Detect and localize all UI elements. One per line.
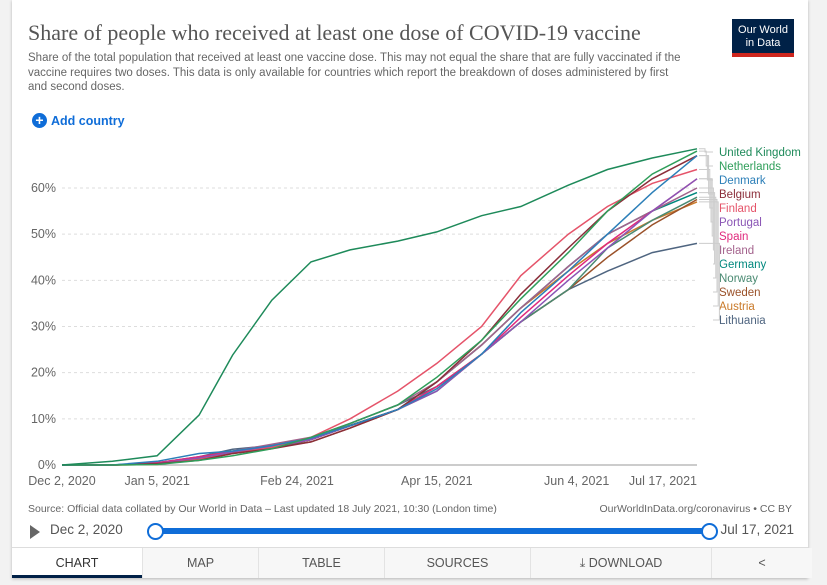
y-tick-label: 50% (31, 227, 56, 241)
legend-connector (699, 192, 716, 265)
play-icon[interactable] (30, 525, 40, 539)
series-line-belgium (62, 155, 698, 466)
series-line-denmark (62, 155, 698, 466)
legend-label: Austria (719, 301, 755, 313)
legend-connector (699, 199, 718, 293)
legend-label: Spain (719, 231, 748, 243)
series-line-germany (62, 191, 698, 466)
y-tick-label: 20% (31, 366, 56, 380)
series-line-ireland (62, 187, 698, 466)
tab-bar: CHART MAP TABLE SOURCES ⤓ DOWNLOAD < (12, 547, 812, 578)
legend-label: Germany (719, 259, 767, 271)
series-line-finland (62, 168, 698, 466)
series-line-portugal (62, 178, 698, 466)
legend-label: Netherlands (719, 161, 781, 173)
series-line-norway (62, 196, 698, 466)
legend-label: Denmark (719, 175, 766, 187)
x-tick-label: Feb 24, 2021 (260, 474, 334, 488)
legend-label: Lithuania (719, 315, 766, 327)
series-line-united-kingdom (61, 148, 698, 466)
timeline-start-label: Dec 2, 2020 (50, 522, 123, 537)
legend-connector (699, 178, 713, 223)
legend-label: Norway (719, 273, 758, 285)
y-tick-label: 10% (31, 412, 56, 426)
add-country-label: Add country (51, 113, 125, 128)
series-line-spain (62, 178, 698, 466)
x-tick-label: Jun 4, 2021 (544, 474, 609, 488)
line-chart: 0% 10% 20% 30% 40% 50% 60% Dec 2, 2020 Jan 5, 20… (28, 147, 801, 488)
download-label: DOWNLOAD (588, 556, 663, 570)
y-tick-label: 0% (38, 458, 56, 472)
chart-title: Share of people who received at least on… (28, 20, 641, 45)
share-icon: < (758, 556, 766, 570)
series-line-austria (62, 201, 698, 466)
legend-connector (699, 148, 713, 153)
legend-connector (699, 150, 713, 167)
legend-label: Belgium (719, 189, 761, 201)
y-tick-label: 30% (31, 320, 56, 334)
legend-label: Finland (719, 203, 757, 215)
tab-sources[interactable]: SOURCES (384, 548, 530, 578)
timeline: Dec 2, 2020 Jul 17, 2021 (28, 520, 794, 542)
legend-label: United Kingdom (719, 147, 801, 159)
tab-map[interactable]: MAP (142, 548, 258, 578)
source-note: Source: Official data collated by Our Wo… (28, 503, 497, 515)
add-country-button[interactable]: + Add country (32, 113, 125, 128)
timeline-slider[interactable] (147, 523, 718, 540)
y-tick-label: 40% (31, 273, 56, 287)
legend-label: Ireland (719, 245, 754, 257)
chart-subtitle: Share of the total population that recei… (28, 52, 681, 93)
legend-connector (699, 201, 719, 307)
legend-label: Portugal (719, 217, 762, 229)
series-line-netherlands (62, 150, 698, 466)
timeline-end-handle[interactable] (701, 523, 718, 540)
x-tick-label: Apr 15, 2021 (401, 474, 473, 488)
tab-chart[interactable]: CHART (12, 548, 142, 578)
legend-connector (699, 187, 714, 251)
x-tick-label: Dec 2, 2020 (28, 474, 95, 488)
legend-connector (699, 178, 713, 237)
tab-download[interactable]: ⤓ DOWNLOAD (530, 548, 711, 578)
timeline-end-label: Jul 17, 2021 (720, 522, 794, 537)
legend-connector (699, 196, 717, 279)
x-tick-label: Jul 17, 2021 (629, 474, 697, 488)
timeline-start-handle[interactable] (147, 523, 164, 540)
series-line-lithuania (62, 242, 698, 466)
legend-label: Sweden (719, 287, 761, 299)
owid-logo[interactable]: Our World in Data (732, 19, 794, 57)
plus-icon: + (32, 113, 47, 128)
tab-table[interactable]: TABLE (258, 548, 384, 578)
x-tick-label: Jan 5, 2021 (124, 474, 189, 488)
download-icon: ⤓ (579, 556, 589, 570)
legend-connector (699, 242, 720, 321)
chart-card: Share of people who received at least on… (12, 0, 812, 578)
share-button[interactable]: < (711, 548, 812, 578)
credit-link[interactable]: OurWorldInData.org/coronavirus • CC BY (599, 503, 792, 515)
y-tick-label: 60% (31, 181, 56, 195)
